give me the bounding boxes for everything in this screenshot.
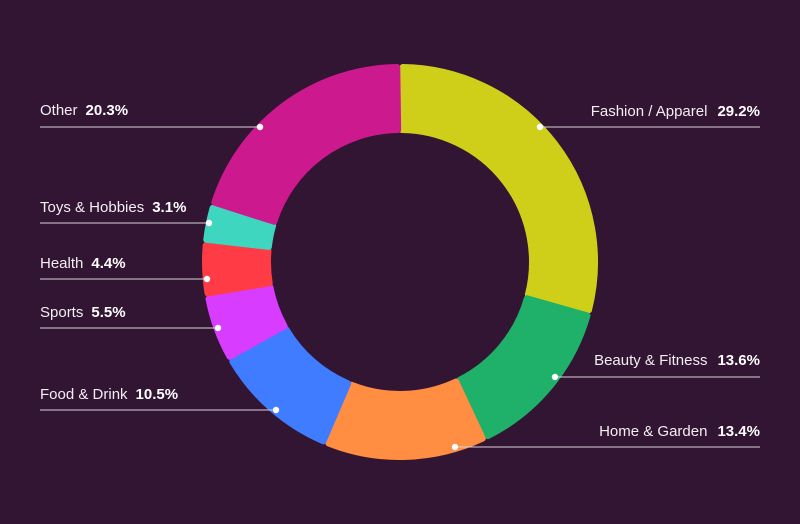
leader-dot <box>551 373 559 381</box>
slice-other <box>211 64 402 225</box>
slice-label: Health <box>40 255 83 272</box>
leader-dot <box>203 275 211 283</box>
slice-value-label: 20.3% <box>86 102 129 119</box>
slice-label: Other <box>40 102 78 119</box>
leader-dot <box>256 123 264 131</box>
slice-value-label: 5.5% <box>91 304 125 321</box>
slice-health <box>202 242 273 297</box>
leader-dot <box>451 443 459 451</box>
slice-label: Toys & Hobbies <box>40 199 144 216</box>
callout-health: Health 4.4% <box>40 255 211 283</box>
leader-dot <box>214 324 222 332</box>
slice-food-drink <box>229 326 352 445</box>
slice-label: Beauty & Fitness <box>594 352 707 369</box>
slice-label: Sports <box>40 304 83 321</box>
slice-value-label: 29.2% <box>717 103 760 120</box>
slice-toys-hobbies <box>203 204 277 250</box>
slice-home-garden <box>325 378 486 460</box>
slice-value-label: 4.4% <box>91 255 125 272</box>
callout-fashion-apparel: Fashion / Apparel 29.2% <box>536 103 760 131</box>
slice-value-label: 13.6% <box>717 352 760 369</box>
callout-beauty-fitness: Beauty & Fitness 13.6% <box>551 352 760 381</box>
callout-other: Other 20.3% <box>40 102 264 131</box>
slice-fashion-apparel <box>398 64 598 314</box>
slice-label: Home & Garden <box>599 423 707 440</box>
slice-label: Fashion / Apparel <box>591 103 708 120</box>
leader-dot <box>205 219 213 227</box>
slice-value-label: 3.1% <box>152 199 186 216</box>
slice-label: Food & Drink <box>40 386 128 403</box>
callout-toys-hobbies: Toys & Hobbies 3.1% <box>40 199 213 227</box>
callout-sports: Sports 5.5% <box>40 304 222 332</box>
slice-value-label: 10.5% <box>136 386 179 403</box>
slice-beauty-fitness <box>456 295 591 440</box>
slice-sports <box>205 283 288 360</box>
slice-value-label: 13.4% <box>717 423 760 440</box>
callout-home-garden: Home & Garden 13.4% <box>451 423 760 451</box>
leader-dot <box>272 406 280 414</box>
callout-food-drink: Food & Drink 10.5% <box>40 386 280 414</box>
leader-dot <box>536 123 544 131</box>
